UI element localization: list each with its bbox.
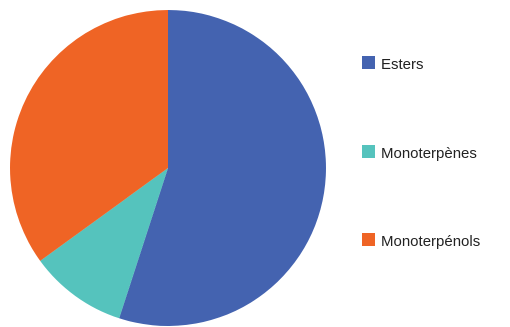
legend-label-monoterp-nes: Monoterpènes xyxy=(381,145,477,162)
legend-swatch-esters xyxy=(362,56,375,69)
legend-label-monoterp-nols: Monoterpénols xyxy=(381,233,480,250)
legend-swatch-monoterp-nes xyxy=(362,145,375,158)
legend: Esters Monoterpènes Monoterpénols xyxy=(362,56,480,250)
legend-swatch-monoterp-nols xyxy=(362,233,375,246)
pie-slice-monoterp-nes xyxy=(40,168,168,319)
pie-slices xyxy=(10,10,326,326)
pie-slice-monoterp-nols xyxy=(10,10,169,261)
pie-slice-esters xyxy=(119,10,326,326)
legend-label-esters: Esters xyxy=(381,56,424,73)
